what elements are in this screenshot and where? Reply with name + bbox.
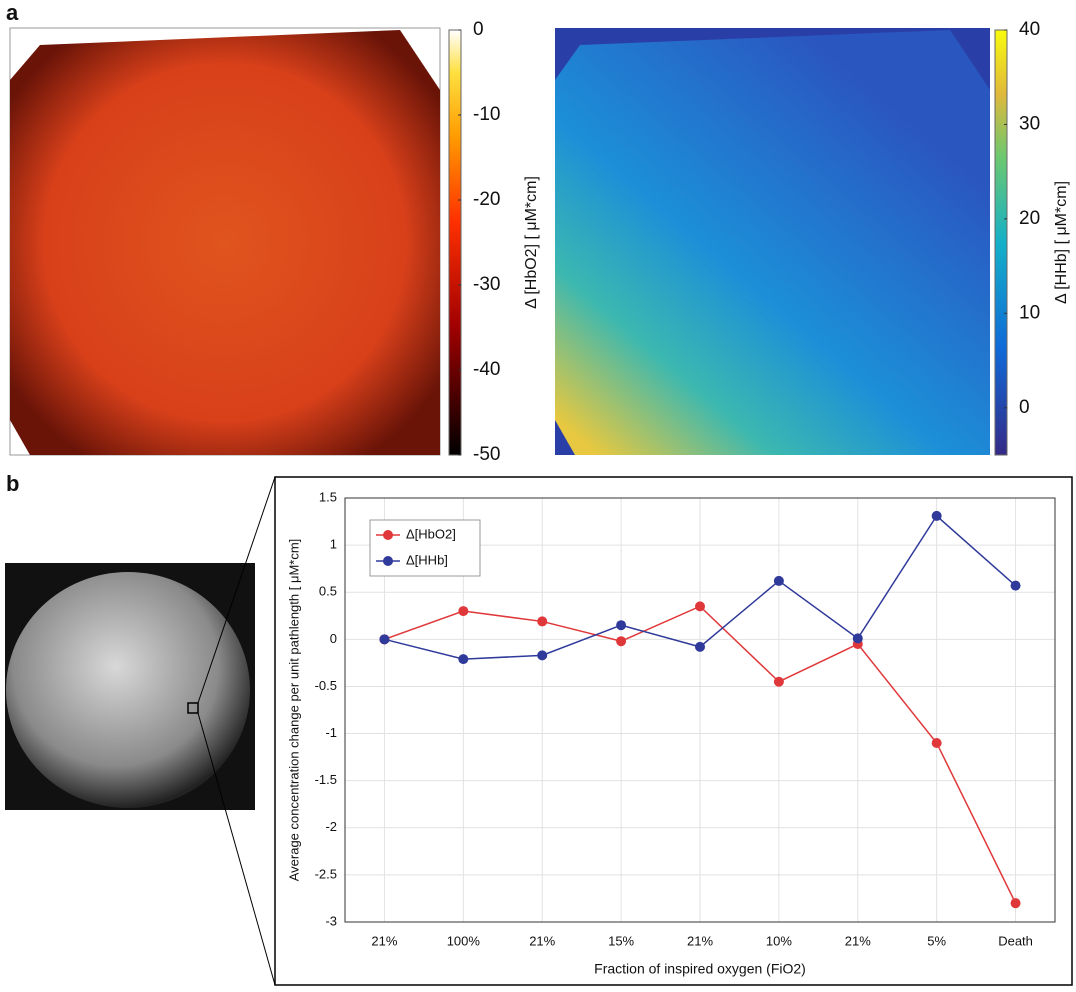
y-axis-label: Average concentration change per unit pa… <box>286 539 301 882</box>
y-tick-label: 0.5 <box>319 584 337 599</box>
roi-box <box>187 702 199 714</box>
colorbar <box>448 29 462 456</box>
data-point <box>379 634 390 645</box>
colorbar-tick-label: -10 <box>473 104 500 125</box>
y-tick-label: -1 <box>325 725 337 740</box>
data-point <box>616 620 627 631</box>
colorbar-tick-label: 0 <box>1019 397 1030 418</box>
colorbar-tick-label: 30 <box>1019 113 1040 134</box>
zoom-line <box>197 712 276 986</box>
data-point <box>773 676 784 687</box>
x-tick-label: 21% <box>687 933 713 948</box>
colorbar-tick-label: 40 <box>1019 19 1040 40</box>
colorbar-tick-label: 10 <box>1019 302 1040 323</box>
hbo2-map <box>10 30 440 455</box>
colorbar-tick-label: 20 <box>1019 208 1040 229</box>
x-tick-label: 100% <box>447 933 481 948</box>
legend-label: Δ[HbO2] <box>406 526 456 541</box>
colorbar-label: Δ [HHb] [ μM*cm] <box>1053 181 1070 304</box>
x-axis-label: Fraction of inspired oxygen (FiO2) <box>594 961 806 977</box>
zoom-line <box>197 476 276 704</box>
data-point <box>616 636 627 647</box>
data-point <box>695 601 705 612</box>
y-tick-label: -2.5 <box>315 866 337 881</box>
x-tick-label: 21% <box>845 933 871 948</box>
x-tick-label: 10% <box>766 933 792 948</box>
colorbar <box>994 29 1008 456</box>
panel-label: b <box>6 471 19 496</box>
data-point <box>1010 580 1021 591</box>
data-point <box>695 641 705 652</box>
x-tick-label: Death <box>998 933 1033 948</box>
y-tick-label: -1.5 <box>315 772 337 787</box>
colorbar-tick-label: -30 <box>473 274 500 295</box>
y-tick-label: -3 <box>325 913 337 928</box>
panel-label: a <box>6 0 19 25</box>
x-tick-label: 21% <box>371 933 397 948</box>
data-point <box>537 616 548 627</box>
colorbar-label: Δ [HbO2] [ μM*cm] <box>523 176 540 309</box>
x-tick-label: 15% <box>608 933 634 948</box>
y-tick-label: 1 <box>330 537 337 552</box>
data-point <box>931 510 942 521</box>
x-tick-label: 21% <box>529 933 555 948</box>
x-tick-label: 5% <box>927 933 946 948</box>
y-tick-label: 0 <box>330 631 337 646</box>
data-point <box>537 650 548 661</box>
data-point <box>458 654 469 665</box>
data-point <box>458 606 469 617</box>
legend-marker <box>383 530 393 540</box>
colorbar-tick-label: -50 <box>473 444 500 465</box>
colorbar-tick-label: 0 <box>473 19 484 40</box>
legend-marker <box>383 556 393 566</box>
y-tick-label: 1.5 <box>319 489 337 504</box>
data-point <box>1010 898 1021 909</box>
plot-area <box>344 497 1056 923</box>
y-tick-label: -0.5 <box>315 678 337 693</box>
data-point <box>931 737 942 748</box>
colorbar-tick-label: -40 <box>473 359 500 380</box>
data-point <box>852 633 863 644</box>
colorbar-tick-label: -20 <box>473 189 500 210</box>
data-point <box>773 575 784 586</box>
hhb-map <box>555 30 990 455</box>
legend-box <box>369 519 481 577</box>
gray-image <box>6 572 250 808</box>
y-tick-label: -2 <box>325 819 337 834</box>
legend-label: Δ[HHb] <box>406 552 448 567</box>
